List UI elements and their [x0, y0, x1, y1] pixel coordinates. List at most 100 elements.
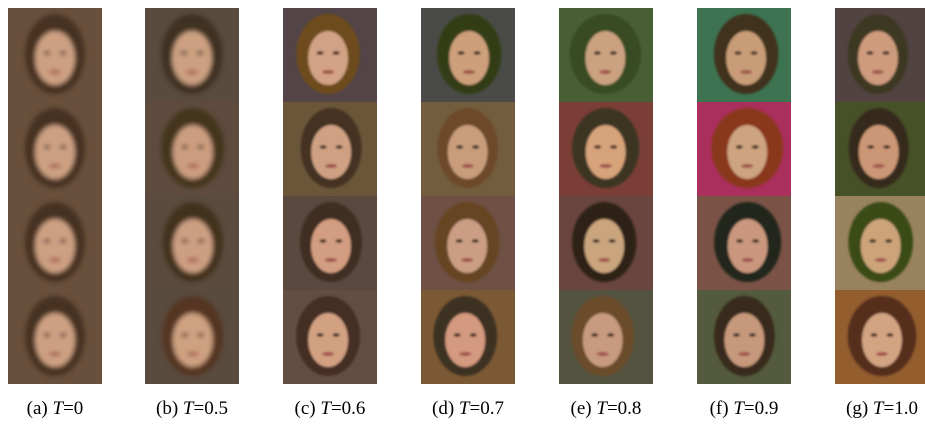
mouth	[740, 70, 752, 74]
mouth	[599, 70, 611, 74]
face-sample	[421, 196, 515, 290]
mouth	[463, 70, 475, 74]
mouth	[325, 258, 337, 262]
mouth	[186, 70, 198, 74]
eye	[609, 239, 616, 243]
skin	[449, 31, 489, 85]
skin	[445, 313, 485, 367]
face-sample	[283, 290, 377, 384]
skin	[311, 219, 351, 273]
panel-caption: (f) T=0.9	[710, 398, 779, 419]
face-sample	[835, 290, 925, 384]
skin	[173, 219, 213, 273]
caption-value: =0.5	[194, 398, 228, 419]
eye	[472, 145, 479, 149]
eye	[454, 333, 461, 337]
eye	[197, 333, 204, 337]
face	[437, 14, 501, 94]
mouth	[598, 258, 610, 262]
skin	[858, 31, 898, 85]
mouth	[876, 352, 888, 356]
face-sample	[145, 8, 239, 102]
eye	[610, 145, 617, 149]
face	[572, 202, 636, 282]
eye	[607, 333, 614, 337]
eye	[319, 239, 326, 243]
face-sample	[559, 8, 653, 102]
eye	[60, 145, 67, 149]
skin	[308, 313, 348, 367]
eye	[44, 333, 51, 337]
eye	[474, 51, 481, 55]
caption-label: (e)	[571, 398, 592, 419]
face	[161, 108, 224, 188]
mouth	[741, 164, 753, 168]
face	[571, 296, 634, 376]
eye	[752, 145, 759, 149]
eye	[885, 239, 892, 243]
face-sample	[559, 196, 653, 290]
face	[570, 14, 641, 94]
eye	[886, 333, 893, 337]
eye	[180, 51, 187, 55]
eye	[752, 239, 759, 243]
eye	[735, 51, 742, 55]
eye	[736, 239, 743, 243]
face	[25, 14, 85, 94]
eye	[470, 333, 477, 337]
skin	[173, 125, 213, 179]
mouth	[49, 70, 61, 74]
eye	[594, 51, 601, 55]
mouth	[738, 352, 750, 356]
eye	[44, 51, 51, 55]
skin	[35, 219, 75, 273]
face	[296, 296, 360, 376]
eye	[593, 239, 600, 243]
eye	[749, 333, 756, 337]
caption-label: (b)	[156, 398, 178, 419]
face	[433, 296, 497, 376]
face	[572, 108, 639, 188]
eye	[60, 51, 67, 55]
face	[714, 202, 781, 282]
panel-caption: (d) T=0.7	[432, 398, 504, 419]
eye	[591, 333, 598, 337]
skin	[586, 125, 626, 179]
face-sample	[697, 196, 791, 290]
face	[437, 108, 498, 188]
face-sample	[283, 196, 377, 290]
eye	[472, 239, 479, 243]
eye	[320, 145, 327, 149]
mouth	[873, 164, 885, 168]
face	[714, 14, 778, 94]
eye	[181, 145, 188, 149]
face-sample	[835, 102, 925, 196]
eye	[733, 333, 740, 337]
face	[163, 202, 223, 282]
skin	[448, 125, 488, 179]
skin	[172, 31, 212, 85]
skin	[35, 31, 75, 85]
mouth	[49, 352, 61, 356]
face-sample	[145, 196, 239, 290]
mouth	[462, 164, 474, 168]
mouth	[187, 352, 199, 356]
skin	[308, 31, 348, 85]
panel-caption: (b) T=0.5	[156, 398, 228, 419]
panel-caption: (c) T=0.6	[295, 398, 366, 419]
eye	[181, 333, 188, 337]
face	[25, 202, 85, 282]
skin	[35, 125, 75, 179]
face	[25, 108, 85, 188]
face-sample	[8, 196, 102, 290]
caption-label: (a)	[27, 398, 48, 419]
skin	[447, 219, 487, 273]
eye	[196, 51, 203, 55]
face	[162, 296, 223, 376]
face-sample	[559, 290, 653, 384]
eye	[751, 51, 758, 55]
face-sample	[145, 102, 239, 196]
eye	[736, 145, 743, 149]
face-sample	[421, 102, 515, 196]
skin	[862, 313, 902, 367]
